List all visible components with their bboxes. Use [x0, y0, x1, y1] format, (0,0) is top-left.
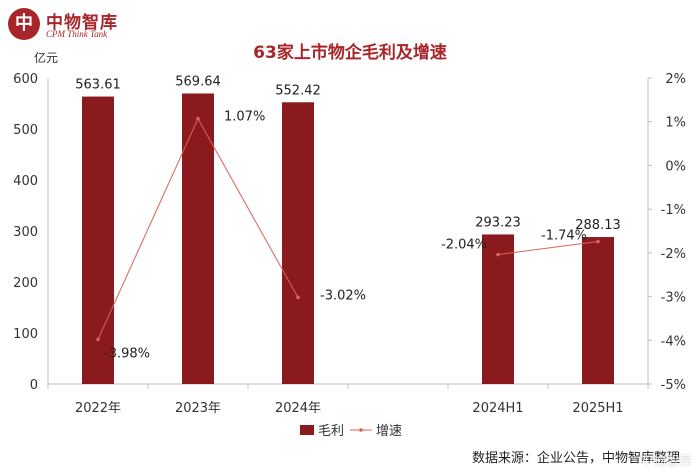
brand-name-en: CPM Think Tank [46, 29, 108, 39]
bar-value-label: 293.23 [475, 215, 521, 230]
legend-swatch-point [359, 428, 363, 432]
growth-point [196, 116, 200, 121]
legend-swatch-bar [300, 425, 314, 435]
y-right-tick-label: -3% [661, 291, 686, 306]
brand-name: 中物智库 [46, 13, 118, 33]
growth-point [496, 252, 500, 257]
growth-value-label: -3.02% [320, 288, 366, 303]
watermark: 中物智库 [639, 454, 692, 469]
y-left-axis-label: 亿元 [34, 50, 58, 65]
bar [482, 234, 514, 384]
chart-title: 63家上市物企毛利及增速 [253, 43, 447, 63]
growth-value-label: -2.04% [441, 238, 487, 253]
growth-value-label: -3.98% [104, 346, 150, 361]
brand-logo: 中 中物智库 CPM Think Tank [8, 6, 158, 46]
legend-label-line: 增速 [376, 424, 402, 439]
bar [582, 237, 614, 384]
y-left-tick-label: 400 [13, 174, 38, 189]
brand-seal-icon: 中 [8, 8, 40, 40]
bar-value-label: 288.13 [575, 218, 621, 233]
y-right-tick-label: 2% [665, 72, 686, 87]
growth-line [497, 240, 599, 256]
y-right-tick-label: 0% [665, 159, 686, 174]
y-left-tick-label: 600 [13, 72, 38, 87]
growth-point [96, 337, 100, 342]
y-left-tick-label: 100 [13, 327, 38, 342]
growth-value-label: 1.07% [224, 110, 265, 125]
data-source-note: 数据来源：企业公告，中物智库整理 [471, 451, 680, 466]
y-right-tick-label: -2% [661, 247, 686, 262]
x-tick-label: 2025H1 [572, 401, 623, 416]
x-tick-label: 2022年 [75, 401, 121, 416]
x-tick-label: 2023年 [175, 401, 221, 416]
growth-point [296, 295, 300, 300]
bar-value-label: 552.42 [275, 83, 321, 98]
bar-value-label: 569.64 [175, 74, 221, 89]
y-right-tick-label: -1% [661, 203, 686, 218]
bar [82, 96, 114, 384]
growth-point [596, 239, 600, 244]
x-tick-label: 2024H1 [472, 401, 523, 416]
y-left-tick-label: 300 [13, 225, 38, 240]
bar-value-label: 563.61 [75, 78, 121, 93]
y-right-tick-label: -5% [661, 378, 686, 393]
x-tick-label: 2024年 [275, 401, 321, 416]
growth-value-label: -1.74% [541, 228, 587, 243]
bar [282, 102, 314, 384]
y-right-tick-label: -4% [661, 334, 686, 349]
bar [182, 93, 214, 385]
y-left-tick-label: 200 [13, 276, 38, 291]
y-left-tick-label: 0 [30, 378, 38, 393]
y-right-tick-label: 1% [665, 116, 686, 131]
y-left-tick-label: 500 [13, 123, 38, 138]
legend-label-bar: 毛利 [318, 424, 344, 439]
